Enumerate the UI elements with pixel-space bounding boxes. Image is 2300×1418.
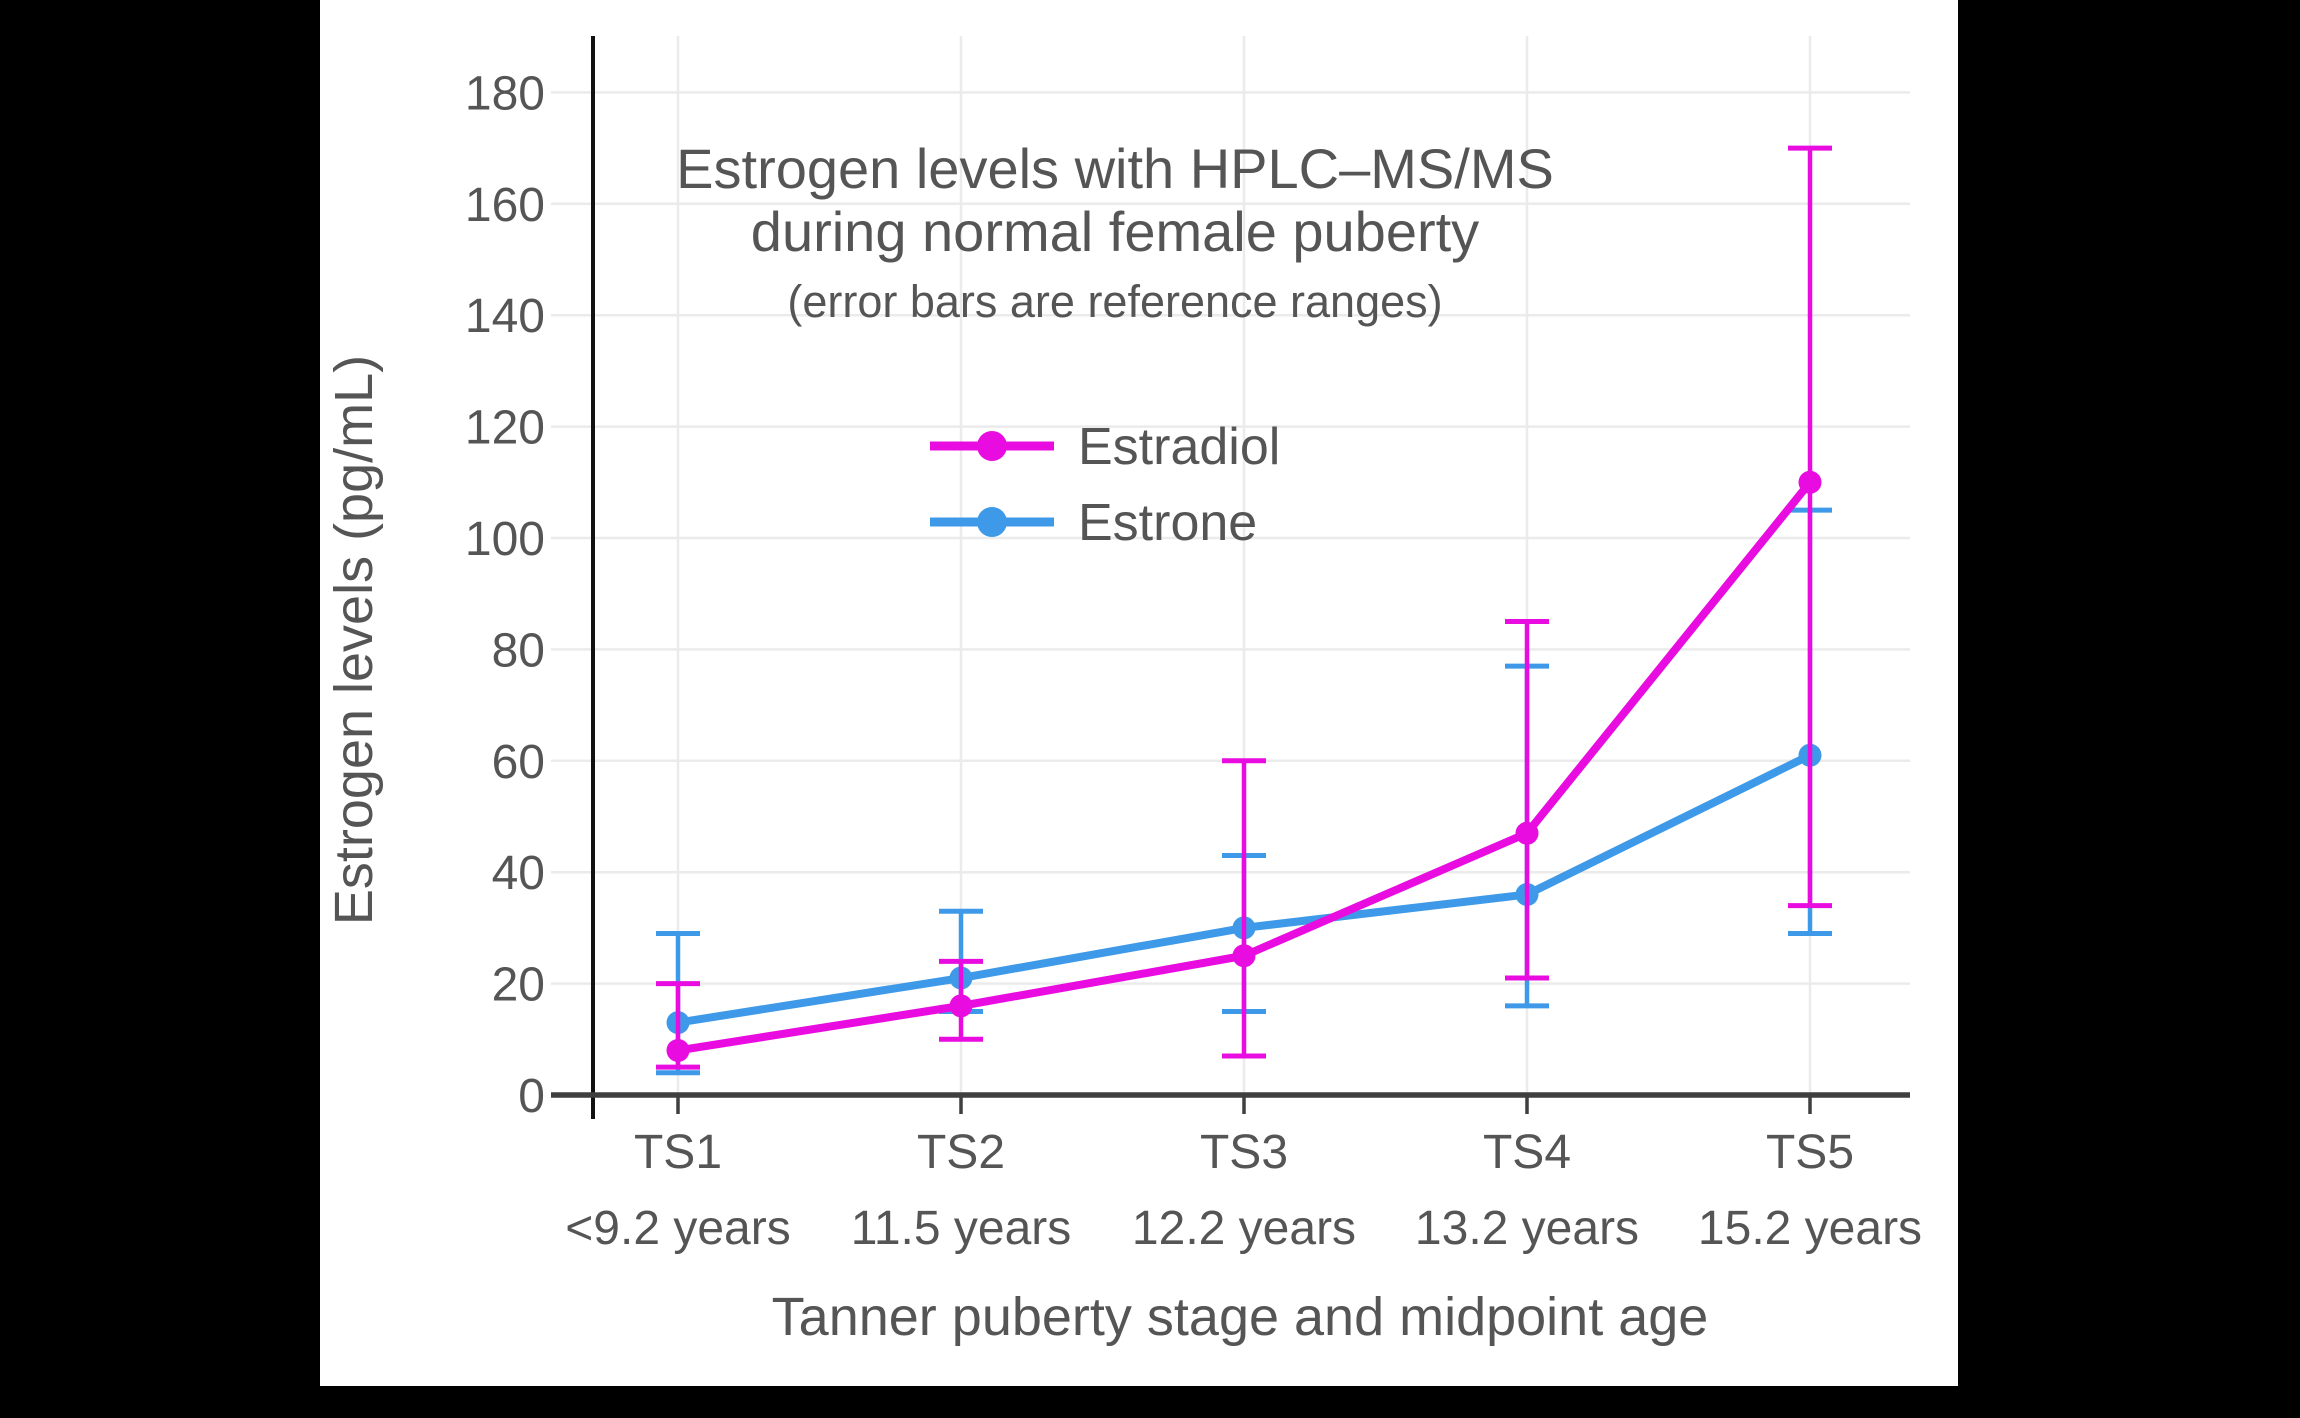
series-layer	[656, 145, 1832, 1076]
x-age-label: <9.2 years	[565, 1202, 790, 1255]
chart-svg: 0 20 40 60 80 100 120 140 160 180 TS1 TS2 TS3 TS4 TS5 <…	[324, 36, 1922, 1347]
y-tick-label: 160	[465, 179, 545, 232]
axis-layer	[551, 36, 1910, 1119]
series-estradiol	[656, 145, 1832, 1070]
error-bar	[1505, 619, 1549, 981]
x-category-label: TS4	[1483, 1126, 1571, 1179]
error-bar	[1788, 145, 1832, 909]
legend-entry-estradiol: Estradiol	[930, 418, 1280, 476]
x-category-label: TS3	[1200, 1126, 1288, 1179]
y-tick-label: 180	[465, 67, 545, 120]
x-axis-title: Tanner puberty stage and midpoint age	[772, 1287, 1709, 1347]
estrone-legend-dot	[977, 507, 1007, 537]
ticklabel-layer: 0 20 40 60 80 100 120 140 160 180 TS1 TS2 TS3 TS4 TS5 <…	[465, 67, 1922, 1255]
y-tick-label: 20	[492, 959, 545, 1012]
y-tick-label: 40	[492, 847, 545, 900]
chart-title-line1: Estrogen levels with HPLC–MS/MS	[676, 137, 1554, 200]
y-tick-label: 0	[518, 1070, 545, 1123]
estradiol-legend-label: Estradiol	[1078, 418, 1280, 476]
y-tick-label: 100	[465, 513, 545, 566]
x-age-label: 15.2 years	[1698, 1202, 1922, 1255]
x-age-label: 13.2 years	[1415, 1202, 1639, 1255]
x-category-label: TS2	[917, 1126, 1005, 1179]
y-tick-label: 120	[465, 402, 545, 455]
data-point	[1515, 821, 1539, 845]
data-point	[666, 1038, 690, 1062]
x-age-label: 11.5 years	[851, 1202, 1072, 1255]
legend: Estradiol Estrone	[930, 418, 1280, 552]
estrone-legend-label: Estrone	[1078, 494, 1257, 552]
error-bar	[1222, 758, 1266, 1059]
chart-subtitle: (error bars are reference ranges)	[787, 276, 1442, 327]
y-axis-title: Estrogen levels (pg/mL)	[324, 355, 384, 925]
chart-title-line2: during normal female puberty	[751, 200, 1479, 263]
y-tick-label: 60	[492, 736, 545, 789]
x-category-label: TS5	[1766, 1126, 1854, 1179]
x-category-label: TS1	[634, 1126, 722, 1179]
x-age-label: 12.2 years	[1132, 1202, 1356, 1255]
y-tick-label: 140	[465, 290, 545, 343]
data-point	[949, 994, 973, 1018]
y-tick-label: 80	[492, 624, 545, 677]
chart-panel: 0 20 40 60 80 100 120 140 160 180 TS1 TS2 TS3 TS4 TS5 <…	[320, 0, 1958, 1386]
data-point	[1232, 944, 1256, 968]
data-point	[1798, 470, 1822, 494]
legend-entry-estrone: Estrone	[930, 494, 1257, 552]
estradiol-legend-dot	[977, 431, 1007, 461]
